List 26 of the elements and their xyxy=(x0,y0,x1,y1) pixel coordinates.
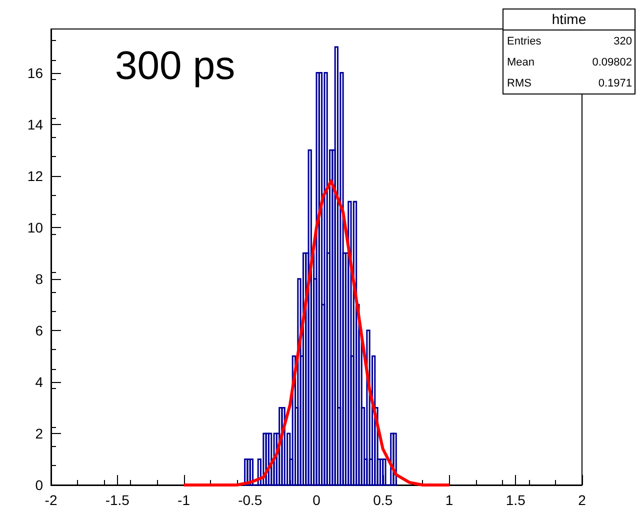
text: 0.09802 xyxy=(592,56,632,68)
annotation: RMS xyxy=(507,78,532,90)
x-tick-label: 1 xyxy=(445,492,454,508)
y-tick-label: 8 xyxy=(35,270,44,287)
annotation: Mean xyxy=(507,56,535,68)
y-tick-label: 12 xyxy=(27,168,44,184)
y-tick-label: 14 xyxy=(27,116,44,132)
x-tick-label: 0 xyxy=(312,492,321,508)
x-tick-label: -1.5 xyxy=(105,492,130,508)
x-tick-label: -1 xyxy=(178,492,190,508)
x-tick-label: 1.5 xyxy=(506,492,526,508)
annotation: 300 ps xyxy=(115,44,236,88)
x-tick-label: -2 xyxy=(44,492,58,508)
y-tick-label: 16 xyxy=(27,64,44,81)
annotation: Entries xyxy=(507,36,542,48)
y-tick-label: 0 xyxy=(35,477,44,493)
text: htime xyxy=(552,11,586,27)
text: 320 xyxy=(614,36,632,48)
y-tick-label: 2 xyxy=(35,425,44,442)
text: 0.1971 xyxy=(598,78,632,90)
y-tick-label: 10 xyxy=(27,219,44,236)
y-tick-label: 6 xyxy=(35,322,44,338)
x-tick-label: 0.5 xyxy=(373,492,393,508)
x-tick-label: 2 xyxy=(578,492,586,508)
y-tick-label: 4 xyxy=(35,374,44,390)
x-tick-label: -0.5 xyxy=(238,492,262,508)
